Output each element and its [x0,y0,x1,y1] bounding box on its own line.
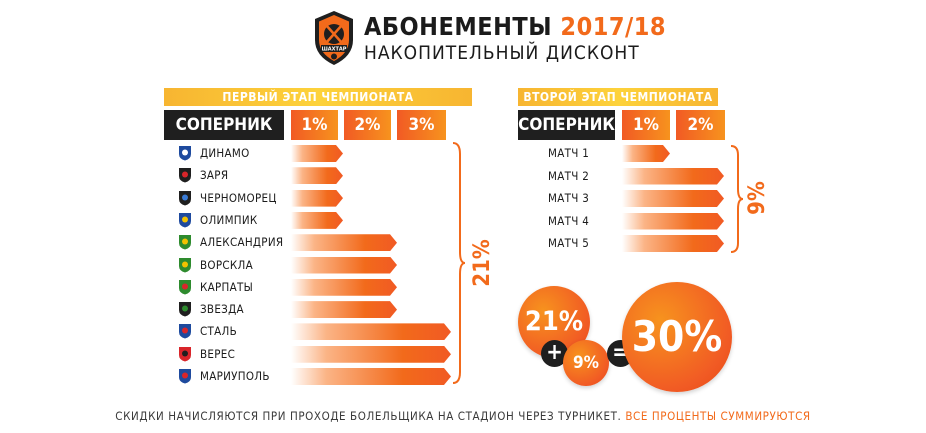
dynamo-crest-icon [179,146,191,161]
oleksandriya-crest-icon [179,235,191,250]
team-name: ДИНАМО [200,146,250,160]
mariupol-crest-icon [179,369,191,384]
logo-text: ШАХТАР [322,47,347,53]
right-level-1-header: 1% [622,110,670,140]
team-name: СТАЛЬ [200,324,237,339]
header: ШАХТАР АБОНЕМЕНТЫ 2017/18 НАКОПИТЕЛЬНЫЙ … [312,8,666,70]
team-name: ОЛИМПИК [200,212,258,227]
footer-text: СКИДКИ НАЧИСЛЯЮТСЯ ПРИ ПРОХОДЕ БОЛЕЛЬЩИК… [115,409,622,423]
discount-bar [622,213,724,230]
left-table-row: СТАЛЬ [178,322,458,340]
discount-bar [291,257,397,274]
discount-bar [291,346,451,363]
right-opponent-header: СОПЕРНИК [518,110,615,140]
left-level-1-header: 1% [291,110,338,140]
left-table-row: ЧЕРНОМОРЕЦ [178,189,458,207]
team-name: ЗВЕЗДА [200,302,244,317]
footer-highlight: ВСЕ ПРОЦЕНТЫ СУММИРУЮТСЯ [625,409,811,423]
left-level-2-header: 2% [344,110,391,140]
right-total-brace [730,145,744,253]
left-table-row: ЗАРЯ [178,166,458,184]
title-text: АБОНЕМЕНТЫ [364,12,553,41]
page-subtitle: НАКОПИТЕЛЬНЫЙ ДИСКОНТ [364,42,640,64]
match-name: МАТЧ 3 [548,191,590,205]
stal-crest-icon [179,324,191,339]
discount-bar [622,168,724,185]
olimpik-crest-icon [179,212,191,228]
karpaty-crest-icon [179,279,191,295]
discount-bar [291,234,397,251]
left-table-row: ВЕРЕС [178,345,458,363]
discount-bar [291,323,451,340]
discount-bar [291,301,397,318]
veres-crest-icon [179,346,191,362]
page-title: АБОНЕМЕНТЫ 2017/18 [364,12,666,41]
discount-bar [622,190,724,207]
right-table-row: МАТЧ 1 [548,144,728,162]
right-total-label: 9% [745,181,770,215]
zirka-crest-icon [179,302,191,317]
left-table-row: КАРПАТЫ [178,278,458,296]
title-year: 2017/18 [560,12,667,41]
left-table-row: ЗВЕЗДА [178,300,458,318]
discount-bar [291,190,343,207]
match-name: МАТЧ 2 [548,168,590,183]
left-total-brace [452,142,466,384]
grand-total-circle: 30% [622,282,732,392]
left-table-row: МАРИУПОЛЬ [178,367,458,385]
left-total-label: 21% [470,239,495,287]
first-stage-banner: ПЕРВЫЙ ЭТАП ЧЕМПИОНАТА [164,88,472,106]
match-name: МАТЧ 1 [548,146,590,160]
team-name: АЛЕКСАНДРИЯ [200,235,284,250]
team-name: ВЕРЕС [200,346,236,361]
left-opponent-header: СОПЕРНИК [164,110,284,140]
zorya-crest-icon [179,168,191,183]
left-level-3-header: 3% [397,110,446,140]
footer-note: СКИДКИ НАЧИСЛЯЮТСЯ ПРИ ПРОХОДЕ БОЛЕЛЬЩИК… [0,409,926,423]
chornomorets-crest-icon [179,190,191,206]
discount-bar [291,167,343,184]
discount-bar [622,145,670,162]
match-name: МАТЧ 5 [548,236,590,250]
discount-bar [622,235,724,252]
team-name: ВОРСКЛА [200,257,254,272]
second-stage-total-circle: 9% [563,340,609,386]
plus-sign: + [541,340,568,367]
team-name: ЧЕРНОМОРЕЦ [200,190,277,205]
discount-bar [291,145,343,162]
discount-bar [291,212,343,229]
right-level-2-header: 2% [676,110,725,140]
second-stage-banner: ВТОРОЙ ЭТАП ЧЕМПИОНАТА [518,88,718,106]
team-name: КАРПАТЫ [200,279,254,294]
right-table-row: МАТЧ 5 [548,234,728,252]
right-table-row: МАТЧ 4 [548,212,728,230]
vorskla-crest-icon [179,257,191,272]
team-name: МАРИУПОЛЬ [200,369,270,383]
right-table-row: МАТЧ 3 [548,189,728,207]
match-name: МАТЧ 4 [548,213,590,228]
discount-bar [291,368,451,385]
team-name: ЗАРЯ [200,168,229,183]
discount-bar [291,279,397,296]
left-table-row: ОЛИМПИК [178,211,458,229]
shakhtar-logo-icon: ШАХТАР [315,11,353,65]
left-table-row: ВОРСКЛА [178,256,458,274]
right-table-row: МАТЧ 2 [548,167,728,185]
left-table-row: АЛЕКСАНДРИЯ [178,233,458,251]
left-table-row: ДИНАМО [178,144,458,162]
